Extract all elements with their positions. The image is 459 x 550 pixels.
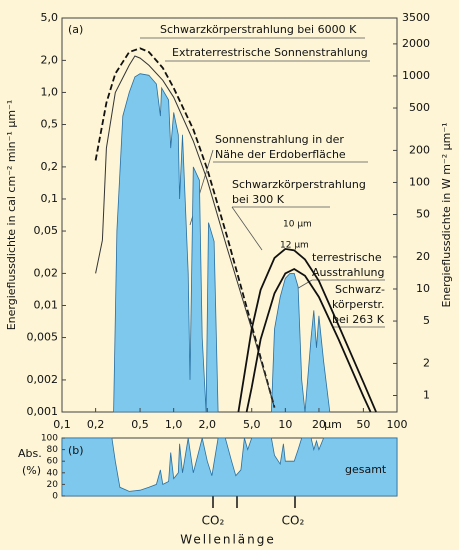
y-tick-label: 5,0	[41, 11, 59, 24]
annotation: 10 µm	[283, 220, 312, 230]
y2-tick-label: 500	[409, 101, 430, 114]
y-axis-label: (%)	[22, 464, 41, 477]
x-tick-label: 20	[312, 418, 326, 431]
line	[237, 247, 377, 413]
annotation: körperstr.	[332, 298, 385, 311]
y-tick-label: 0,005	[27, 331, 59, 344]
y-tick-label: 0,002	[27, 373, 59, 386]
annotation: Schwarzkörperstrahlung	[232, 178, 366, 191]
area	[113, 73, 219, 413]
x-tick-label: 2,0	[199, 418, 217, 431]
annotation: CO₂	[282, 514, 305, 528]
line	[245, 267, 372, 413]
y-tick-label: 0,02	[34, 266, 59, 279]
y-tick-label: 0,001	[27, 405, 59, 418]
y2-tick-label: 200	[409, 143, 430, 156]
y-tick-label: 40	[47, 468, 59, 478]
annotation: Nähe der Erdoberfläche	[215, 148, 346, 161]
co2-markers	[212, 496, 296, 508]
annotation: terrestrische	[312, 251, 382, 264]
y-tick-label: 0,5	[41, 118, 59, 131]
x-axis-label: Wellenlänge	[180, 533, 276, 547]
panel-label: (a)	[68, 23, 83, 36]
y2-tick-label: 20	[416, 250, 430, 263]
x-tick-label: 0,2	[87, 418, 105, 431]
y-tick-label: 0	[52, 492, 58, 502]
y-tick-label: 0,01	[34, 298, 59, 311]
x-tick-label: 50	[356, 418, 370, 431]
y-tick-label: 0,1	[41, 192, 59, 205]
y2-axis-label: Energieflussdichte in W m⁻² µm⁻¹	[440, 122, 453, 307]
leader-lines	[140, 37, 385, 328]
area	[270, 273, 331, 413]
y-tick-label: 0,2	[41, 160, 59, 173]
y-tick-label: 1,0	[41, 85, 59, 98]
y2-tick-label: 50	[416, 208, 430, 221]
y-tick-label: 20	[47, 480, 59, 490]
y2-tick-label: 3500	[402, 11, 430, 24]
y-tick-label: 60	[47, 457, 59, 467]
y2-tick-label: 1000	[402, 69, 430, 82]
area	[61, 437, 398, 497]
y2-tick-label: 10	[416, 282, 430, 295]
annotation: Sonnenstrahlung in der	[215, 133, 344, 146]
annotation: CO₂	[202, 514, 225, 528]
x-tick-label: 1,0	[165, 418, 183, 431]
y-axis-label: Energieflussdichte in cal cm⁻² min⁻¹ µm⁻…	[5, 100, 18, 331]
x-tick-label: 0,5	[131, 418, 149, 431]
annotation: Schwarz-	[335, 283, 385, 296]
y2-tick-label: 1	[423, 389, 430, 402]
annotation: bei 300 K	[232, 193, 285, 206]
annotation: Ausstrahlung	[312, 266, 385, 279]
y2-tick-label: 100	[409, 175, 430, 188]
line	[95, 55, 275, 408]
annotation: bei 263 K	[332, 313, 385, 326]
y-tick-label: 100	[41, 434, 58, 444]
annotation: Extraterrestrische Sonnenstrahlung	[172, 46, 368, 59]
x-tick-label: 100	[387, 418, 408, 431]
plot-frame	[61, 17, 398, 413]
x-tick-label: 10	[278, 418, 292, 431]
x-unit: µm	[324, 418, 342, 431]
y2-tick-label: 2	[423, 356, 430, 369]
y-tick-label: 0,05	[34, 224, 59, 237]
panel-label: (b)	[68, 444, 84, 457]
annotation: Schwarzkörperstrahlung bei 6000 K	[160, 23, 357, 36]
y2-tick-label: 5	[423, 314, 430, 327]
x-tick-label: 5,0	[243, 418, 261, 431]
annotation: 12 µm	[280, 241, 309, 251]
y-tick-label: 80	[47, 445, 59, 455]
x-tick-label: 0,1	[53, 418, 71, 431]
y2-tick-label: 2000	[402, 37, 430, 50]
annotation: gesamt	[345, 463, 387, 476]
y-axis-label: Abs.	[18, 447, 42, 460]
line	[94, 47, 276, 408]
y-tick-label: 2,0	[41, 53, 59, 66]
